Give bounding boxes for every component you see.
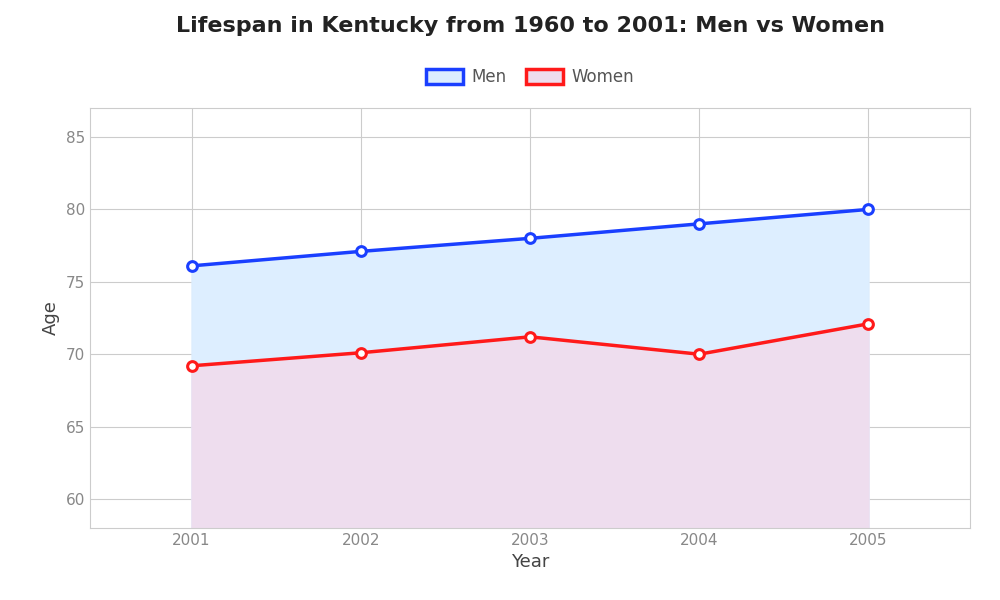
Title: Lifespan in Kentucky from 1960 to 2001: Men vs Women: Lifespan in Kentucky from 1960 to 2001: …: [176, 16, 885, 35]
X-axis label: Year: Year: [511, 553, 549, 571]
Y-axis label: Age: Age: [42, 301, 60, 335]
Legend: Men, Women: Men, Women: [419, 62, 641, 93]
